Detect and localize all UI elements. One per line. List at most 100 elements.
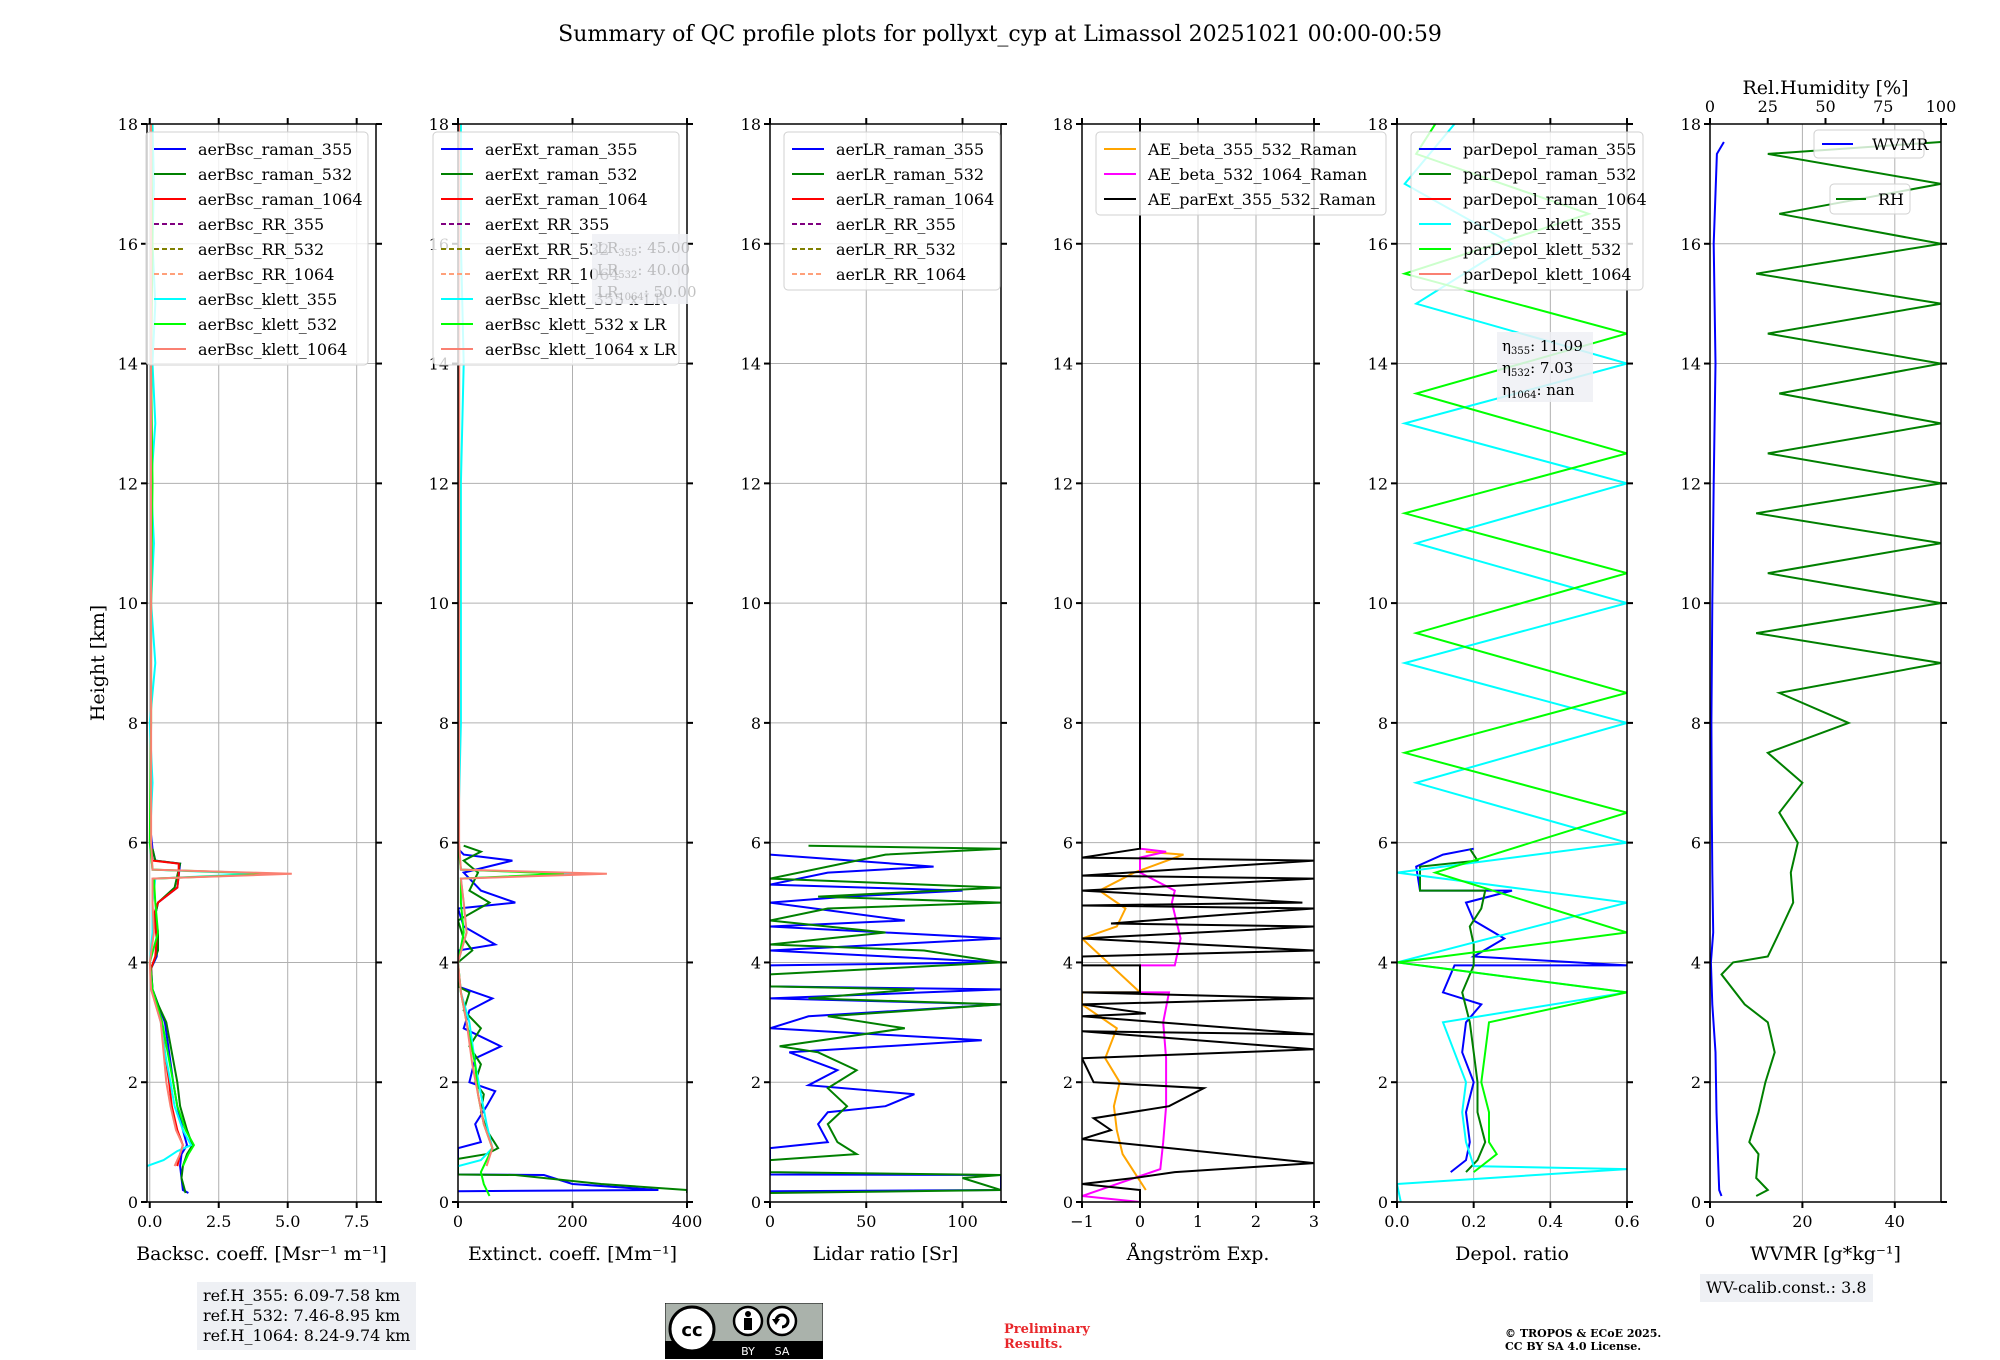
by-label: BY bbox=[741, 1345, 755, 1358]
y-tick-label: 18 bbox=[429, 115, 449, 134]
y-tick-label: 2 bbox=[1378, 1073, 1388, 1092]
series-line-aerLR-raman-532 bbox=[770, 844, 1001, 1194]
legend-box bbox=[1829, 183, 1911, 215]
x-tick-label: 40 bbox=[1885, 1212, 1905, 1231]
legend-label: RH bbox=[1878, 190, 1904, 209]
series-line-parDepol-raman-532 bbox=[1419, 848, 1487, 1173]
y-axis-label: Height [km] bbox=[87, 605, 109, 721]
legend-label: aerBsc_RR_532 bbox=[198, 240, 324, 259]
y-tick-label: 16 bbox=[1368, 235, 1388, 254]
legend-label: AE_parExt_355_532_Raman bbox=[1147, 190, 1376, 209]
legend-label: parDepol_klett_532 bbox=[1463, 240, 1621, 259]
y-tick-label: 2 bbox=[439, 1073, 449, 1092]
y-tick-label: 6 bbox=[439, 834, 449, 853]
y-tick-label: 4 bbox=[751, 953, 761, 972]
x-tick-label: 400 bbox=[672, 1212, 703, 1231]
annotation-line: η532: 7.03 bbox=[1502, 359, 1573, 379]
y-tick-label: 14 bbox=[1053, 355, 1073, 374]
plot-area bbox=[458, 124, 687, 1197]
legend-label: aerLR_RR_532 bbox=[836, 240, 956, 259]
y-tick-label: 12 bbox=[1368, 474, 1388, 493]
legend-label: aerLR_RR_1064 bbox=[836, 265, 966, 284]
x-axis-label: Ångström Exp. bbox=[1126, 1243, 1270, 1265]
series-line-aerBsc-klett-1064 bbox=[148, 124, 292, 1167]
x-tick-label: 0.6 bbox=[1614, 1212, 1639, 1231]
legend-label: parDepol_klett_1064 bbox=[1463, 265, 1632, 284]
copyright-line-2: CC BY SA 4.0 License. bbox=[1505, 1340, 1642, 1353]
legend-label: aerExt_RR_1064 bbox=[485, 265, 620, 284]
legend-label: aerExt_raman_355 bbox=[485, 140, 638, 159]
legend-label: aerBsc_raman_355 bbox=[198, 140, 352, 159]
annotation-bg bbox=[1497, 332, 1593, 402]
x-tick-label: 1 bbox=[1193, 1212, 1203, 1231]
series-line-aerBsc-raman-355 bbox=[149, 830, 189, 1194]
series-line-AE-beta-355-532-Raman bbox=[1082, 850, 1184, 1191]
legend-label: aerBsc_klett_1064 x LR bbox=[485, 340, 677, 359]
legend: parDepol_raman_355 parDepol_raman_532 parD… bbox=[1410, 131, 1647, 291]
legend-label: aerExt_raman_532 bbox=[485, 165, 638, 184]
series-line-AE-beta-532-1064-Raman bbox=[1082, 847, 1182, 1202]
y-tick-label: 4 bbox=[1063, 953, 1073, 972]
legend-label: WVMR bbox=[1872, 135, 1929, 154]
figure-title: Summary of QC profile plots for pollyxt_… bbox=[558, 22, 1442, 47]
series-line-aerExt-raman-355 bbox=[458, 848, 659, 1193]
x-tick-label: 0.0 bbox=[137, 1212, 162, 1231]
x-tick-label: 50 bbox=[856, 1212, 876, 1231]
y-tick-label: 4 bbox=[439, 953, 449, 972]
y-tick-label: 4 bbox=[128, 953, 138, 972]
legend: AE_beta_355_532_Raman AE_beta_532_1064_Ra… bbox=[1095, 131, 1387, 216]
legend-label: aerBsc_raman_1064 bbox=[198, 190, 363, 209]
annotation-bg bbox=[592, 234, 688, 304]
y-tick-label: 12 bbox=[1681, 474, 1701, 493]
legend-box bbox=[1410, 131, 1644, 291]
x-tick-label: 0.0 bbox=[1384, 1212, 1409, 1231]
x-tick-label: 3 bbox=[1309, 1212, 1319, 1231]
plot-area bbox=[770, 844, 1001, 1194]
y-tick-label: 18 bbox=[1368, 115, 1388, 134]
annotation-line: η355: 11.09 bbox=[1502, 337, 1583, 357]
x-tick-label: 0 bbox=[765, 1212, 775, 1231]
legend-label: aerBsc_klett_1064 bbox=[198, 340, 347, 359]
y-tick-label: 8 bbox=[751, 714, 761, 733]
legend-box bbox=[145, 131, 369, 366]
y-tick-label: 16 bbox=[741, 235, 761, 254]
y-tick-label: 14 bbox=[1681, 355, 1701, 374]
x-tick-label: 2 bbox=[1251, 1212, 1261, 1231]
x-tick-label: 7.5 bbox=[344, 1212, 369, 1231]
copyright-line-1: © TROPOS & ECoE 2025. bbox=[1505, 1327, 1662, 1340]
x-tick-label: 0.4 bbox=[1538, 1212, 1563, 1231]
legend-label: aerLR_raman_355 bbox=[836, 140, 984, 159]
y-tick-label: 10 bbox=[741, 594, 761, 613]
x-axis-label: Lidar ratio [Sr] bbox=[813, 1243, 959, 1265]
y-tick-label: 16 bbox=[118, 235, 138, 254]
y-tick-label: 16 bbox=[1681, 235, 1701, 254]
y-tick-label: 8 bbox=[1691, 714, 1701, 733]
top-x-tick-label: 75 bbox=[1873, 97, 1893, 116]
x-tick-label: 2.5 bbox=[206, 1212, 231, 1231]
legend-label: AE_beta_355_532_Raman bbox=[1147, 140, 1357, 159]
ref-height-355: ref.H_355: 6.09-7.58 km bbox=[203, 1286, 401, 1305]
series-line-AE-parExt-355-532-Raman bbox=[1082, 124, 1314, 1202]
y-tick-label: 16 bbox=[1053, 235, 1073, 254]
copyright-note: © TROPOS & ECoE 2025. CC BY SA 4.0 Licen… bbox=[1505, 1327, 1661, 1353]
y-tick-label: 0 bbox=[439, 1193, 449, 1212]
y-tick-label: 18 bbox=[1053, 115, 1073, 134]
y-tick-label: 10 bbox=[118, 594, 138, 613]
x-tick-label: 0.2 bbox=[1461, 1212, 1486, 1231]
x-tick-label: 0 bbox=[1135, 1212, 1145, 1231]
y-tick-label: 12 bbox=[741, 474, 761, 493]
series-line-parDepol-klett-532 bbox=[1397, 124, 1627, 1173]
ref-height-1064: ref.H_1064: 8.24-9.74 km bbox=[203, 1326, 411, 1345]
panel-6: 0 20 40 0 2 4 6 8 10 12 14 16 18 WVMR [g*kg⁻¹] 0 25 50 75… bbox=[1681, 77, 1957, 1265]
preliminary-line-2: Results. bbox=[1004, 1337, 1063, 1352]
y-tick-label: 0 bbox=[1063, 1193, 1073, 1212]
y-tick-label: 0 bbox=[1691, 1193, 1701, 1212]
y-tick-label: 2 bbox=[128, 1073, 138, 1092]
legend-rh: RH bbox=[1829, 183, 1911, 215]
legend: aerLR_raman_355 aerLR_raman_532 aerLR_rama… bbox=[783, 131, 1001, 291]
y-tick-label: 6 bbox=[751, 834, 761, 853]
y-tick-label: 6 bbox=[1063, 834, 1073, 853]
cc-license-badge: cc BY SA bbox=[665, 1303, 823, 1359]
y-tick-label: 0 bbox=[1378, 1193, 1388, 1212]
